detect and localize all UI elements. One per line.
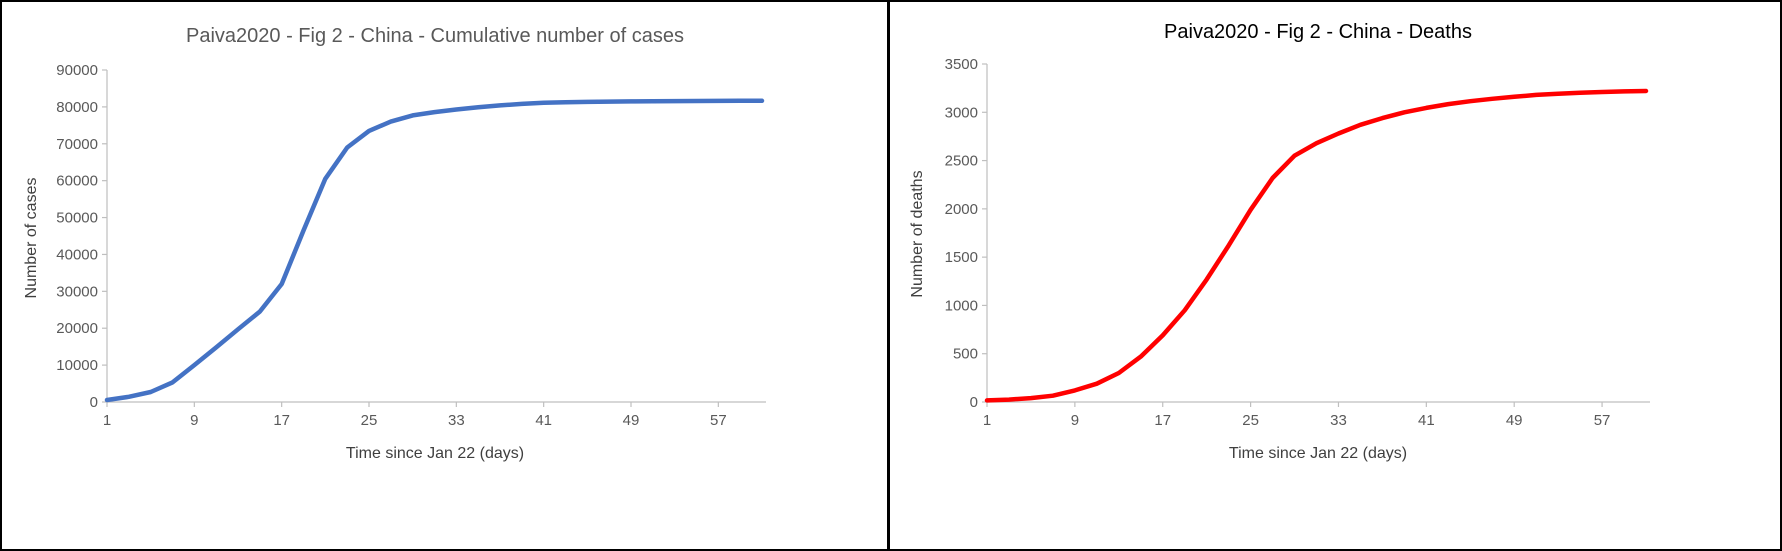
x-tick-label: 9: [190, 412, 198, 429]
deaths-series-line: [984, 88, 1649, 403]
x-tick-label: 33: [1330, 412, 1347, 429]
chart-panel-deaths: Paiva2020 - Fig 2 - China - Deaths Time …: [890, 2, 1779, 549]
chart-panel-cases: Paiva2020 - Fig 2 - China - Cumulative n…: [2, 2, 890, 549]
y-tick-label: 90000: [56, 62, 98, 79]
y-tick-label: 40000: [56, 246, 98, 263]
y-tick-label: 0: [90, 394, 98, 411]
y-tick-label: 1000: [945, 297, 978, 314]
y-tick-label: 3000: [945, 104, 978, 121]
y-tick-label: 50000: [56, 210, 98, 227]
y-tick-label: 0: [970, 394, 978, 411]
y-tick-label: 10000: [56, 357, 98, 374]
x-tick-label: 33: [448, 412, 465, 429]
x-tick-label: 49: [623, 412, 640, 429]
y-tick-label: 60000: [56, 173, 98, 190]
x-tick-label: 17: [273, 412, 290, 429]
y-tick-label: 2000: [945, 201, 978, 218]
x-tick-label: 57: [1594, 412, 1611, 429]
tick-labels: 1 9 17 25 33 41 49 57 0 10000 20000 30000 40000 50000…: [56, 62, 726, 429]
x-tick-label: 49: [1506, 412, 1523, 429]
y-tick-label: 70000: [56, 136, 98, 153]
cases-series-line: [104, 98, 765, 403]
x-tick-label: 1: [103, 412, 111, 429]
y-tick-label: 3500: [945, 56, 978, 73]
y-tick-label: 20000: [56, 320, 98, 337]
x-tick-label: 25: [1242, 412, 1259, 429]
x-tick-label: 57: [710, 412, 727, 429]
chart-title: Paiva2020 - Fig 2 - China - Cumulative n…: [186, 25, 684, 47]
axes: [982, 63, 1650, 407]
x-tick-label: 17: [1154, 412, 1171, 429]
x-tick-label: 1: [983, 412, 991, 429]
chart-title: Paiva2020 - Fig 2 - China - Deaths: [1164, 21, 1472, 43]
y-axis-label: Number of deaths: [909, 170, 926, 297]
x-tick-label: 9: [1071, 412, 1079, 429]
x-tick-label: 41: [535, 412, 552, 429]
y-axis-label: Number of cases: [23, 178, 40, 299]
y-tick-label: 30000: [56, 283, 98, 300]
x-tick-label: 25: [361, 412, 378, 429]
cases-chart: Paiva2020 - Fig 2 - China - Cumulative n…: [23, 25, 766, 462]
y-tick-label: 1500: [945, 249, 978, 266]
y-tick-label: 2500: [945, 153, 978, 170]
deaths-chart: Paiva2020 - Fig 2 - China - Deaths Time …: [909, 21, 1650, 462]
x-axis-label: Time since Jan 22 (days): [346, 445, 524, 462]
y-tick-label: 500: [953, 346, 978, 363]
y-tick-label: 80000: [56, 99, 98, 116]
x-tick-label: 41: [1418, 412, 1435, 429]
axes: [102, 69, 766, 407]
x-axis-label: Time since Jan 22 (days): [1229, 445, 1407, 462]
tick-labels: 1 9 17 25 33 41 49 57 0 500 1000 1500 2000 2500 3000 35…: [945, 56, 1611, 429]
